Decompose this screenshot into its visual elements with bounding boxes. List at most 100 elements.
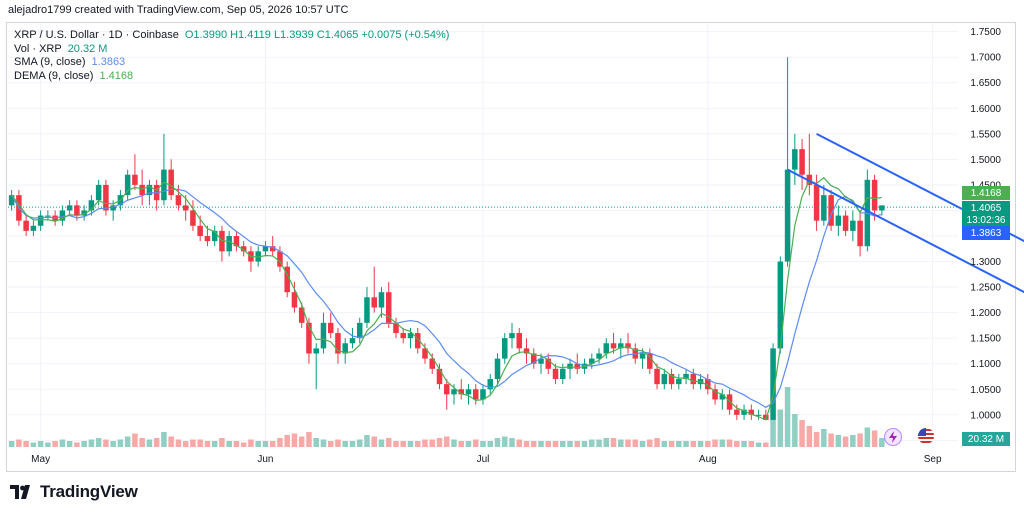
volume-bar (226, 441, 232, 447)
volume-bar (719, 439, 726, 447)
volume-bar (356, 439, 363, 447)
volume-bar (161, 432, 167, 447)
volume-bar (668, 441, 675, 447)
volume-bar (211, 441, 218, 447)
volume-bar (393, 441, 399, 447)
symbol-title[interactable]: XRP / U.S. Dollar · 1D · Coinbase (14, 29, 179, 41)
candle-body (88, 200, 95, 211)
candle-body (320, 322, 327, 349)
volume-bar (451, 439, 457, 447)
volume-bar (545, 441, 552, 447)
volume-bar (95, 438, 102, 447)
candle-body (813, 184, 820, 221)
volume-bar (618, 439, 624, 447)
volume-bar (74, 442, 80, 447)
y-tick-label: 1.5500 (970, 129, 1001, 140)
volume-bar (560, 441, 566, 447)
candle-body (610, 343, 617, 349)
volume-bar (429, 439, 435, 447)
volume-label[interactable]: Vol · XRP (14, 42, 62, 55)
candle-body (799, 149, 805, 175)
volume-bar (835, 435, 842, 447)
volume-bar (472, 439, 479, 447)
volume-bar (197, 439, 203, 447)
last-price-value: 1.4065 (970, 203, 1002, 214)
volume-bar (16, 439, 22, 447)
volume-bar (850, 435, 856, 447)
candle-body (654, 368, 660, 385)
candle-body (422, 348, 428, 359)
x-tick-label: Jun (257, 454, 273, 465)
volume-bar (59, 439, 66, 447)
chart-frame[interactable] (6, 22, 1016, 472)
volume-bar (269, 441, 276, 447)
sma-label[interactable]: SMA (9, close) (14, 56, 86, 69)
volume-bar (864, 427, 871, 447)
chart-caption: alejadro1799 created with TradingView.co… (8, 4, 349, 16)
candle-body (364, 297, 370, 323)
candle-body (516, 333, 523, 349)
candle-body (175, 195, 182, 206)
candle-body (828, 195, 834, 226)
x-tick-label: Sep (924, 454, 942, 465)
volume-bars (8, 387, 885, 447)
y-tick-label: 1.7500 (970, 27, 1001, 38)
y-tick-label: 1.1500 (970, 334, 1001, 345)
volume-bar (792, 414, 798, 447)
candle-body (335, 333, 341, 354)
candle-body (414, 333, 421, 349)
candle-body (777, 261, 784, 349)
volume-bar (755, 442, 762, 447)
y-tick-label: 1.3000 (970, 257, 1001, 268)
candle-body (719, 394, 726, 400)
volume-bar (37, 441, 44, 447)
candle-body (284, 266, 290, 293)
candle-body (139, 184, 145, 196)
volume-bar (364, 435, 370, 447)
volume-bar (349, 441, 356, 447)
x-tick-label: May (31, 454, 50, 465)
volume-bar (842, 436, 849, 447)
dema-label[interactable]: DEMA (9, close) (14, 69, 94, 82)
volume-bar (458, 441, 464, 447)
y-tick-label: 1.0500 (970, 385, 1001, 396)
volume-bar (248, 439, 254, 447)
lightning-icon[interactable] (884, 428, 902, 446)
tradingview-logo-icon (10, 485, 30, 499)
candle-body (356, 322, 363, 339)
volume-bar (879, 438, 885, 447)
volume-bar (676, 441, 682, 447)
candle-body (385, 292, 392, 323)
trendline (787, 168, 1024, 294)
volume-bar (538, 441, 544, 447)
volume-bar (335, 439, 341, 447)
volume-bar (647, 439, 653, 447)
candle-body (407, 333, 414, 339)
volume-bar (422, 439, 428, 447)
tradingview-logo[interactable]: TradingView (10, 482, 138, 502)
volume-bar (821, 429, 827, 447)
volume-bar (313, 438, 319, 447)
volume-bar (204, 441, 211, 447)
dema-value: 1.4168 (99, 69, 134, 82)
candle-body (436, 368, 443, 385)
volume-bar (799, 420, 805, 447)
volume-bar (494, 438, 501, 447)
volume-bar (306, 432, 312, 447)
candle-body (349, 338, 356, 344)
volume-bar (146, 439, 153, 447)
volume-bar (748, 441, 755, 447)
y-tick-label: 1.2500 (970, 283, 1001, 294)
candle-body (480, 389, 486, 400)
candle-body (103, 184, 109, 211)
us-flag-icon[interactable] (918, 428, 934, 444)
y-tick-label: 1.0000 (970, 410, 1001, 421)
candle-body (146, 184, 153, 196)
volume-bar (385, 438, 392, 447)
candle-body (161, 169, 167, 201)
candle-body (763, 414, 769, 420)
volume-bar (182, 441, 189, 447)
candle-body (835, 215, 842, 226)
chart-legend: XRP / U.S. Dollar · 1D · Coinbase O1.399… (14, 29, 449, 83)
